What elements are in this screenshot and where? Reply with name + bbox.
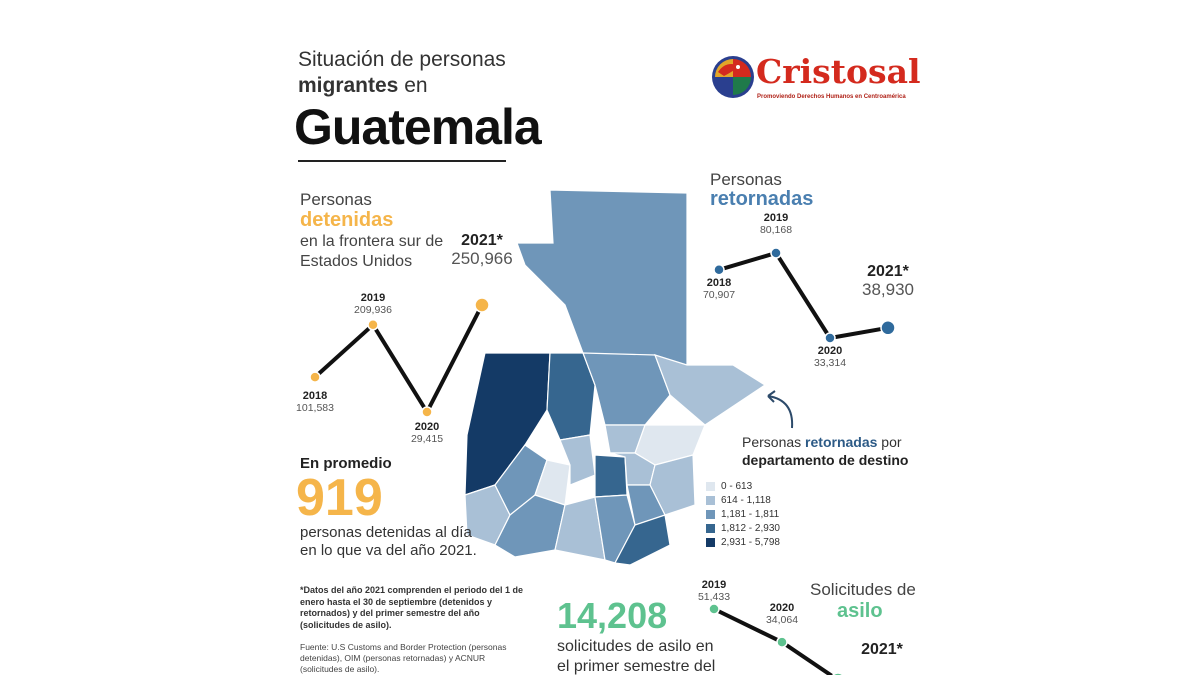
map-legend-title-prefix: Personas	[742, 434, 806, 450]
map-legend-item: 1,812 - 2,930	[706, 523, 780, 534]
average-label: En promedio	[300, 455, 392, 472]
map-legend-subtitle: departamento de destino	[742, 452, 909, 468]
detained-point	[367, 319, 379, 331]
logo-wordmark: Cristosal	[756, 52, 921, 91]
average-value: 919	[296, 469, 383, 527]
map-legend-title-bold: retornadas	[805, 434, 878, 450]
asylum-value-label: 51,433	[698, 591, 730, 603]
map-legend-item: 614 - 1,118	[706, 495, 771, 506]
footnote: *Datos del año 2021 comprenden el period…	[300, 585, 524, 631]
map-legend-label: 1,181 - 1,811	[721, 509, 780, 520]
asylum-year-label: 2019	[702, 579, 726, 591]
detained-year-label: 2021*	[461, 232, 504, 249]
title-line-2-rest: en	[398, 74, 428, 97]
average-text-2: en lo que va del año 2021.	[300, 542, 477, 559]
map-dept-izabal	[654, 354, 767, 426]
asylum-value: 14,208	[557, 595, 668, 636]
map-dept-chimaltenango	[559, 434, 596, 486]
asylum-year-label: 2021*	[861, 641, 904, 658]
detained-label-3: en la frontera sur de	[300, 233, 444, 250]
map-legend-title: Personas retornadas por	[742, 434, 902, 450]
detained-label-bold: detenidas	[300, 209, 394, 231]
returned-value-label: 38,930	[862, 280, 914, 299]
detained-year-label: 2020	[415, 421, 439, 433]
returned-label-1: Personas	[710, 170, 782, 189]
returned-year-label: 2019	[764, 212, 788, 224]
map-legend-item: 2,931 - 5,798	[706, 537, 780, 548]
map-dept-chiquimula	[649, 454, 696, 516]
infographic: Situación de personas migrantes en Guate…	[270, 0, 930, 675]
returned-value-label: 33,314	[814, 357, 846, 369]
title-bold-word: migrantes	[298, 74, 399, 97]
map-legend-swatch	[706, 510, 715, 519]
cristosal-bird-logo-icon	[712, 56, 754, 98]
returned-point	[824, 332, 836, 344]
map-legend-swatch	[706, 496, 715, 505]
title-line-2: migrantes en	[298, 74, 428, 98]
map-dept-jutiapa	[614, 514, 671, 566]
detained-value-label: 209,936	[354, 304, 392, 316]
returned-label-bold: retornadas	[710, 188, 814, 210]
page-title: Guatemala	[294, 99, 542, 155]
detained-point	[421, 406, 433, 418]
returned-year-label: 2021*	[867, 263, 910, 280]
map-legend-swatch	[706, 524, 715, 533]
detained-point	[309, 371, 321, 383]
detained-year-label: 2018	[303, 390, 327, 402]
map-legend-label: 0 - 613	[721, 481, 753, 492]
returned-year-label: 2018	[707, 277, 731, 289]
asylum-text-1: solicitudes de asilo en	[557, 638, 714, 655]
map-legend-label: 2,931 - 5,798	[721, 537, 780, 548]
map-legend-item: 1,181 - 1,811	[706, 509, 779, 520]
asylum-label-1: Solicitudes de	[810, 580, 916, 599]
line-charts: 2018101,5832019209,936202029,4152021*250…	[296, 212, 914, 675]
returned-point	[880, 320, 896, 336]
detained-value-label: 29,415	[411, 433, 443, 445]
detained-series-line	[313, 304, 484, 417]
asylum-label-bold: asilo	[837, 600, 883, 622]
detained-value-label: 101,583	[296, 402, 334, 414]
source-note: Fuente: U.S Customs and Border Protectio…	[300, 642, 507, 675]
returned-point	[713, 264, 725, 276]
asylum-text-2: el primer semestre del	[557, 658, 716, 675]
asylum-value-label: 34,064	[766, 614, 798, 626]
map-legend-swatch	[706, 538, 715, 547]
average-text-1: personas detenidas al día	[300, 524, 472, 541]
map-legend-swatch	[706, 482, 715, 491]
returned-year-label: 2020	[818, 345, 842, 357]
map-legend-title-suffix: por	[877, 434, 902, 450]
map-dept-peten	[516, 189, 688, 366]
asylum-point	[708, 603, 720, 615]
returned-value-label: 80,168	[760, 224, 792, 236]
detained-point	[474, 297, 490, 313]
map-legend-label: 1,812 - 2,930	[721, 523, 780, 534]
curved-arrow-icon	[767, 390, 794, 429]
title-divider	[298, 160, 506, 162]
returned-value-label: 70,907	[703, 289, 735, 301]
detained-year-label: 2019	[361, 292, 385, 304]
detained-label-1: Personas	[300, 190, 372, 209]
map-legend-item: 0 - 613	[706, 481, 752, 492]
returned-series-line	[718, 250, 889, 341]
detained-label-4: Estados Unidos	[300, 253, 413, 270]
logo-tagline: Promoviendo Derechos Humanos en Centroam…	[757, 94, 906, 100]
map-legend-label: 614 - 1,118	[721, 495, 771, 506]
guatemala-map	[464, 189, 767, 566]
returned-point	[770, 247, 782, 259]
asylum-year-label: 2020	[770, 602, 794, 614]
asylum-point	[776, 636, 788, 648]
detained-value-label: 250,966	[451, 249, 512, 268]
title-line-1: Situación de personas	[298, 48, 506, 71]
